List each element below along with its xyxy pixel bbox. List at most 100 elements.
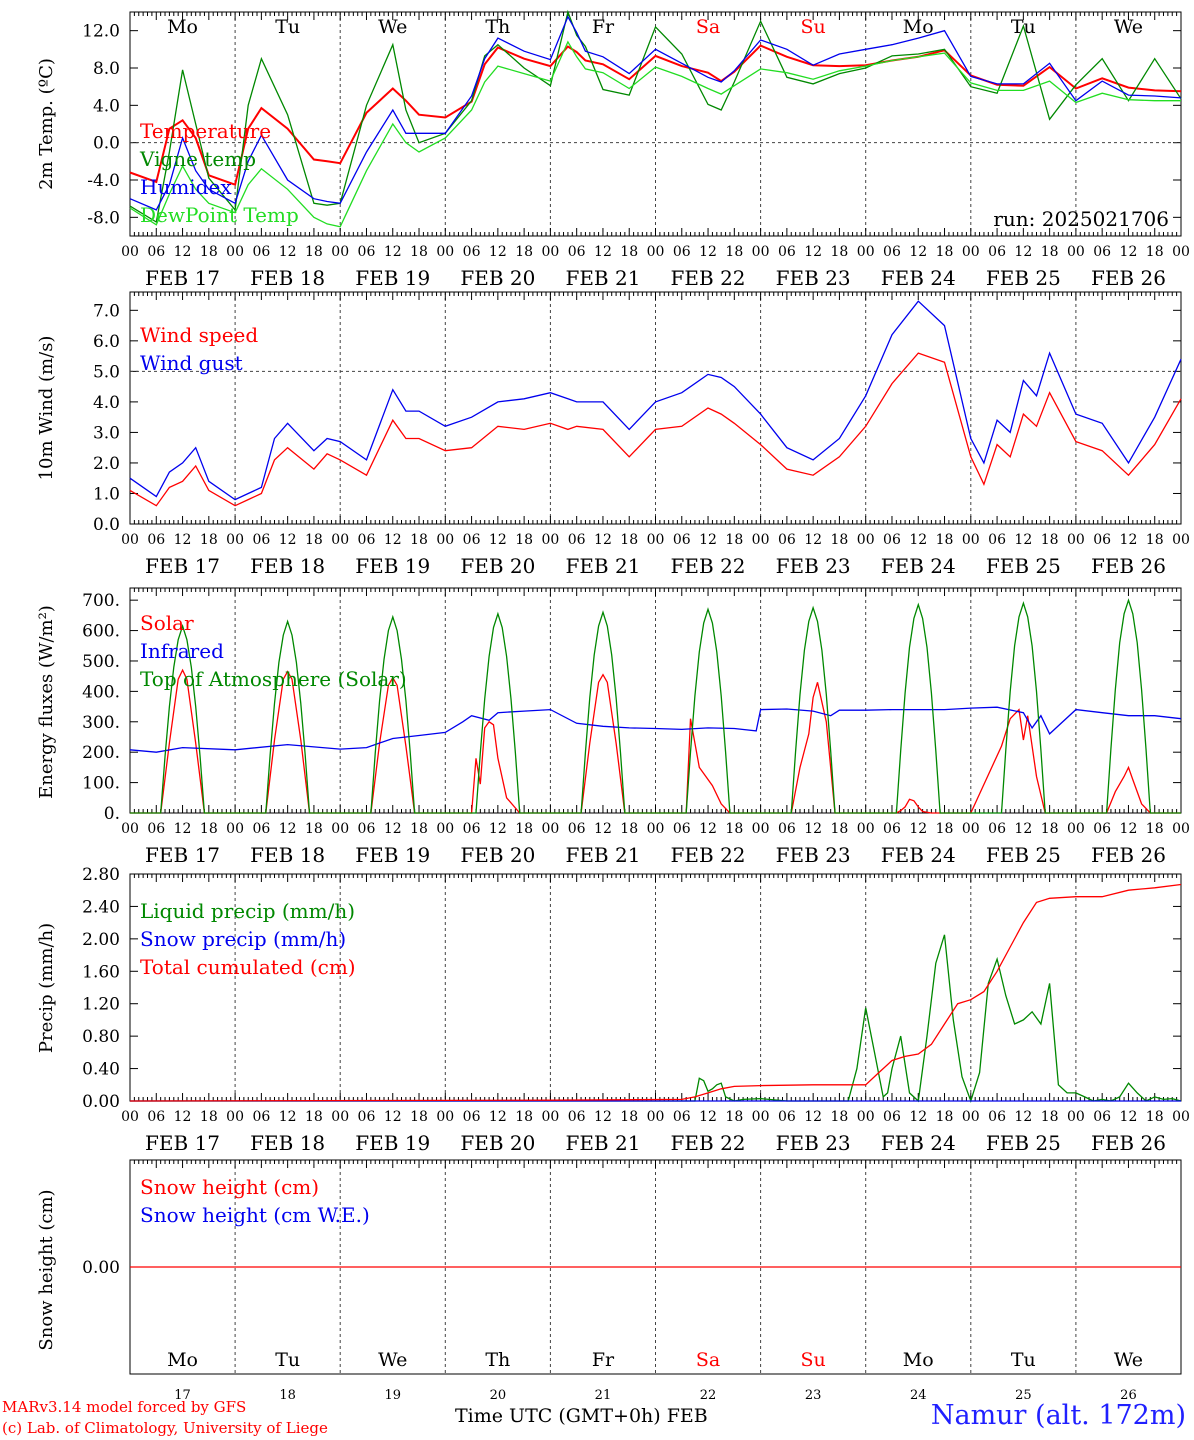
y-axis-label: 10m Wind (m/s) bbox=[36, 336, 57, 481]
day-number-label: 25 bbox=[1015, 1388, 1032, 1403]
y-tick-label: 600. bbox=[82, 622, 120, 642]
date-label: FEB 21 bbox=[565, 554, 640, 578]
hour-tick-label: 06 bbox=[568, 244, 586, 260]
weekday-label: Th bbox=[485, 16, 510, 38]
hour-tick-label: 12 bbox=[594, 1109, 612, 1125]
legend-entry: Top of Atmosphere (Solar) bbox=[140, 667, 407, 691]
hour-tick-label: 12 bbox=[489, 821, 507, 837]
series-line-wind-speed bbox=[129, 352, 1182, 507]
hour-tick-label: 12 bbox=[594, 244, 612, 260]
date-label: FEB 22 bbox=[671, 554, 746, 578]
hour-tick-label: 06 bbox=[988, 532, 1006, 548]
y-tick-label: 2.80 bbox=[82, 865, 120, 885]
series-line-liquid-precip-mm-h- bbox=[130, 934, 1182, 1104]
weekday-label: We bbox=[1114, 1349, 1143, 1371]
hour-tick-label: 12 bbox=[909, 1109, 927, 1125]
hour-tick-label: 12 bbox=[279, 821, 297, 837]
date-label: FEB 20 bbox=[460, 1131, 535, 1155]
hour-tick-label: 00 bbox=[541, 821, 559, 837]
date-label: FEB 25 bbox=[986, 843, 1061, 867]
hour-tick-label: 18 bbox=[620, 1109, 638, 1125]
hour-tick-label: 06 bbox=[358, 1109, 376, 1125]
hour-tick-label: 00 bbox=[752, 244, 770, 260]
hour-tick-label: 00 bbox=[1067, 244, 1085, 260]
date-label: FEB 25 bbox=[986, 266, 1061, 290]
hour-tick-label: 00 bbox=[331, 1109, 349, 1125]
hour-tick-label: 12 bbox=[1014, 821, 1032, 837]
hour-tick-label: 00 bbox=[541, 1109, 559, 1125]
hour-tick-label: 06 bbox=[147, 532, 165, 548]
date-label: FEB 24 bbox=[881, 554, 956, 578]
y-tick-label: 7.0 bbox=[93, 301, 120, 321]
legend-entry: Solar bbox=[140, 611, 194, 635]
hour-tick-label: 06 bbox=[673, 821, 691, 837]
hour-tick-label: 06 bbox=[673, 532, 691, 548]
hour-tick-label: 00 bbox=[226, 532, 244, 548]
y-tick-label: 0.00 bbox=[82, 1258, 120, 1278]
hour-tick-label: 18 bbox=[1041, 1109, 1059, 1125]
hour-tick-label: 18 bbox=[831, 1109, 849, 1125]
run-annotation: run: 2025021706 bbox=[993, 207, 1169, 231]
hour-tick-label: 12 bbox=[699, 532, 717, 548]
hour-tick-label: 12 bbox=[489, 1109, 507, 1125]
hour-tick-label: 18 bbox=[200, 821, 218, 837]
y-tick-label: 300. bbox=[82, 713, 120, 733]
y-axis-label: Energy fluxes (W/m²) bbox=[36, 605, 57, 799]
hour-tick-label: 12 bbox=[384, 1109, 402, 1125]
day-number-label: 26 bbox=[1120, 1388, 1137, 1403]
hour-tick-label: 06 bbox=[778, 821, 796, 837]
hour-tick-label: 06 bbox=[358, 821, 376, 837]
hour-tick-label: 00 bbox=[647, 244, 665, 260]
hour-tick-label: 06 bbox=[252, 532, 270, 548]
hour-tick-label: 00 bbox=[226, 1109, 244, 1125]
hour-tick-label: 00 bbox=[1172, 532, 1190, 548]
hour-tick-label: 12 bbox=[699, 1109, 717, 1125]
hour-tick-label: 18 bbox=[515, 532, 533, 548]
y-axis-label: Precip (mm/h) bbox=[36, 923, 57, 1053]
y-tick-label: 1.60 bbox=[82, 962, 120, 982]
y-tick-label: 100. bbox=[82, 774, 120, 794]
hour-tick-label: 18 bbox=[725, 821, 743, 837]
date-label: FEB 21 bbox=[565, 843, 640, 867]
day-number-label: 24 bbox=[910, 1388, 927, 1403]
hour-tick-label: 00 bbox=[121, 244, 139, 260]
hour-tick-label: 18 bbox=[200, 532, 218, 548]
day-number-label: 22 bbox=[700, 1388, 717, 1403]
legend-entry: DewPoint Temp bbox=[140, 203, 299, 227]
y-tick-label: 0.0 bbox=[93, 515, 120, 535]
y-tick-label: 0. bbox=[104, 804, 120, 824]
y-tick-label: 500. bbox=[82, 652, 120, 672]
y-tick-label: 4.0 bbox=[93, 96, 120, 116]
weekday-label: Tu bbox=[275, 1349, 300, 1371]
hour-tick-label: 00 bbox=[962, 821, 980, 837]
series-line-infrared bbox=[129, 706, 1182, 753]
weekday-label: We bbox=[1114, 16, 1143, 38]
hour-tick-label: 00 bbox=[121, 821, 139, 837]
hour-tick-label: 06 bbox=[988, 1109, 1006, 1125]
hour-tick-label: 18 bbox=[1146, 821, 1164, 837]
legend-entry: Wind gust bbox=[140, 351, 243, 375]
hour-tick-label: 12 bbox=[699, 244, 717, 260]
model-credit: MARv3.14 model forced by GFS bbox=[2, 1398, 247, 1416]
hour-tick-label: 12 bbox=[1120, 1109, 1138, 1125]
day-number-label: 23 bbox=[805, 1388, 822, 1403]
date-label: FEB 17 bbox=[145, 266, 220, 290]
hour-tick-label: 12 bbox=[174, 1109, 192, 1125]
hour-tick-label: 00 bbox=[647, 532, 665, 548]
hour-tick-label: 06 bbox=[988, 244, 1006, 260]
hour-tick-label: 18 bbox=[410, 532, 428, 548]
hour-tick-label: 18 bbox=[936, 244, 954, 260]
hour-tick-label: 06 bbox=[252, 1109, 270, 1125]
date-label: FEB 26 bbox=[1091, 843, 1166, 867]
hour-tick-label: 06 bbox=[463, 244, 481, 260]
hour-tick-label: 00 bbox=[1172, 244, 1190, 260]
hour-tick-label: 00 bbox=[647, 821, 665, 837]
y-tick-label: -4.0 bbox=[87, 171, 120, 191]
y-tick-label: 200. bbox=[82, 743, 120, 763]
hour-tick-label: 12 bbox=[909, 244, 927, 260]
hour-tick-label: 06 bbox=[883, 244, 901, 260]
hour-tick-label: 06 bbox=[358, 244, 376, 260]
hour-tick-label: 18 bbox=[410, 244, 428, 260]
hour-tick-label: 06 bbox=[568, 1109, 586, 1125]
hour-tick-label: 00 bbox=[331, 532, 349, 548]
